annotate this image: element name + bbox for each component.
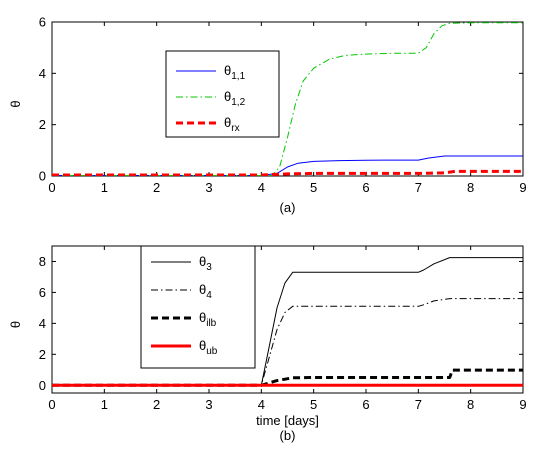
x-tick-label: 4 — [258, 397, 265, 412]
x-tick-label: 9 — [519, 397, 526, 412]
legend-entry-subscript: 1,1 — [231, 71, 245, 82]
legend-entry-subscript: ub — [206, 346, 218, 357]
series-line-11 — [52, 155, 523, 176]
x-tick-label: 7 — [415, 397, 422, 412]
y-axis-label: θ — [8, 100, 23, 107]
legend-entry: θrx — [224, 115, 240, 134]
legend-entry-subscript: 3 — [206, 262, 212, 273]
legend-entry-symbol: θ — [224, 89, 231, 104]
y-tick-label: 8 — [39, 254, 46, 269]
legend-entry: θilb — [199, 310, 217, 329]
y-tick-label: 0 — [39, 378, 46, 393]
x-tick-label: 3 — [205, 180, 212, 195]
x-tick-label: 9 — [519, 180, 526, 195]
x-tick-label: 1 — [101, 180, 108, 195]
legend-entry: θub — [199, 338, 218, 357]
legend-entry-symbol: θ — [224, 63, 231, 78]
x-tick-label: 3 — [205, 397, 212, 412]
x-tick-label: 5 — [310, 397, 317, 412]
x-tick-label: 6 — [362, 180, 369, 195]
legend-entry-symbol: θ — [199, 338, 206, 353]
legend-entry: θ1,2 — [224, 89, 246, 108]
x-tick-label: 0 — [48, 180, 55, 195]
y-tick-label: 6 — [39, 285, 46, 300]
legend-entry-symbol: θ — [199, 282, 206, 297]
y-tick-label: 6 — [39, 15, 46, 30]
y-tick-label: 0 — [39, 169, 46, 184]
y-axis-label: θ — [8, 321, 23, 328]
legend-entry-symbol: θ — [199, 310, 206, 325]
series-line-rx — [52, 169, 523, 176]
legend-entry-symbol: θ — [224, 115, 231, 130]
plot-area — [51, 21, 524, 177]
legend-entry: θ4 — [199, 282, 212, 301]
legend-entry-symbol: θ — [199, 254, 206, 269]
series-line-3 — [52, 257, 523, 386]
x-tick-label: 8 — [467, 397, 474, 412]
x-tick-label: 2 — [153, 397, 160, 412]
panel-label: (a) — [280, 200, 296, 215]
legend-box — [140, 245, 256, 369]
y-tick-label: 2 — [39, 347, 46, 362]
legend-entry-subscript: rx — [231, 123, 239, 134]
x-tick-label: 8 — [467, 180, 474, 195]
panel-label: (b) — [280, 428, 296, 443]
y-tick-label: 2 — [39, 117, 46, 132]
legend-entry: θ3 — [199, 254, 212, 273]
legend-entry-subscript: 1,2 — [231, 97, 245, 108]
series-line-12 — [52, 22, 523, 176]
x-tick-label: 5 — [310, 180, 317, 195]
legend-entry: θ1,1 — [224, 63, 246, 82]
x-tick-label: 7 — [415, 180, 422, 195]
x-axis-label: time [days] — [256, 413, 319, 428]
x-tick-label: 6 — [362, 397, 369, 412]
series-line-ilb — [52, 368, 523, 387]
legend-entry-subscript: 4 — [206, 290, 212, 301]
legend-box — [165, 50, 280, 138]
x-tick-label: 1 — [101, 397, 108, 412]
legend-entry-subscript: ilb — [206, 318, 216, 329]
x-tick-label: 0 — [48, 397, 55, 412]
series-line-4 — [52, 298, 523, 386]
plot-area — [51, 245, 524, 394]
y-tick-label: 4 — [39, 316, 46, 331]
x-tick-label: 2 — [153, 180, 160, 195]
x-tick-label: 4 — [258, 180, 265, 195]
y-tick-label: 4 — [39, 66, 46, 81]
